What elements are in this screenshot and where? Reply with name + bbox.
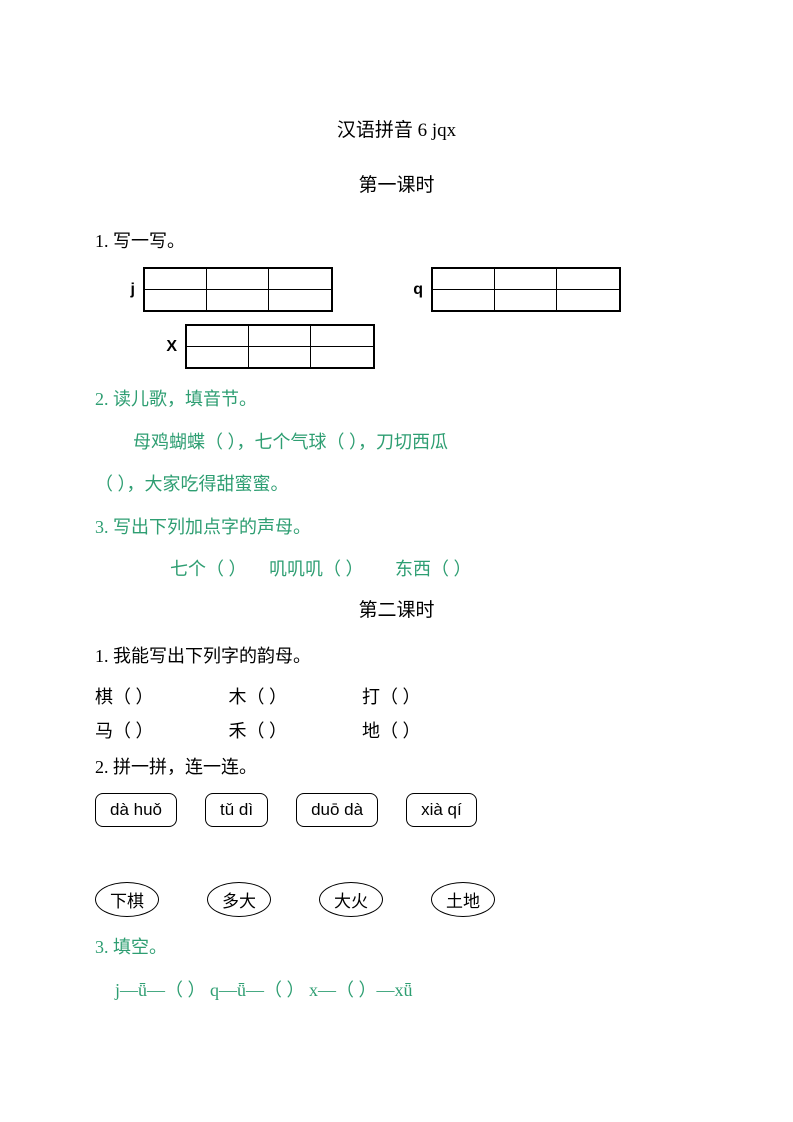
grid-label-j: j <box>115 281 143 299</box>
grid-x-row: X <box>157 324 698 369</box>
l1-q3-item0: 七个（ ） <box>170 559 247 579</box>
l2-q1-label: 1. 我能写出下列字的韵母。 <box>95 640 698 672</box>
grid-box-x <box>185 324 375 369</box>
l1-q2-line2: （ ），大家吃得甜蜜蜜。 <box>95 468 698 500</box>
pinyin-boxes: dà huǒ tǔ dì duō dà xià qí <box>95 793 698 827</box>
l1-q3-item1: 叽叽叽（ ） <box>269 559 364 579</box>
l2-q1-r2c0: 马（ ） <box>95 717 154 743</box>
l2-q1-r2c1: 禾（ ） <box>229 717 288 743</box>
l2-q1-r1c0: 棋（ ） <box>95 683 154 709</box>
oval-box-3: 土地 <box>431 882 495 917</box>
l2-q1-r1c2: 打（ ） <box>362 683 421 709</box>
l1-q1-label: 1. 写一写。 <box>95 225 698 257</box>
l1-q2-label: 2. 读儿歌，填音节。 <box>95 383 698 415</box>
oval-box-0: 下棋 <box>95 882 159 917</box>
l1-q3-item2: 东西（ ） <box>395 559 472 579</box>
l1-q3-label: 3. 写出下列加点字的声母。 <box>95 511 698 543</box>
pinyin-box-1: tǔ dì <box>205 793 268 827</box>
grid-label-q: q <box>403 281 431 299</box>
grid-box-j <box>143 267 333 312</box>
l1-q2-line1: 母鸡蝴蝶（ ），七个气球（ ），刀切西瓜 <box>95 426 698 458</box>
lesson1-subtitle: 第一课时 <box>95 170 698 197</box>
pinyin-box-3: xià qí <box>406 793 477 827</box>
oval-box-1: 多大 <box>207 882 271 917</box>
l2-q3-label: 3. 填空。 <box>95 931 698 963</box>
l1-q3-items: 七个（ ） 叽叽叽（ ） 东西（ ） <box>95 553 698 585</box>
grid-q-row: q <box>403 267 621 312</box>
l2-q1-r2c2: 地（ ） <box>362 717 421 743</box>
pinyin-box-0: dà huǒ <box>95 793 177 827</box>
oval-boxes: 下棋 多大 大火 土地 <box>95 882 698 917</box>
grid-box-q <box>431 267 621 312</box>
lesson2-subtitle: 第二课时 <box>95 595 698 622</box>
writing-grids-top: j q <box>115 267 698 316</box>
grid-label-x: X <box>157 338 185 356</box>
doc-title: 汉语拼音 6 jqx <box>95 115 698 142</box>
grid-j-row: j <box>115 267 333 312</box>
l2-q2-label: 2. 拼一拼，连一连。 <box>95 751 698 783</box>
pinyin-box-2: duō dà <box>296 793 378 827</box>
l2-q1-row1: 棋（ ） 木（ ） 打（ ） <box>95 683 698 709</box>
oval-box-2: 大火 <box>319 882 383 917</box>
l2-q1-row2: 马（ ） 禾（ ） 地（ ） <box>95 717 698 743</box>
l2-q1-r1c1: 木（ ） <box>229 683 288 709</box>
l2-q3-text: j—ǖ—（ ） q—ǖ—（ ） x—（ ）—xǖ <box>95 974 698 1006</box>
